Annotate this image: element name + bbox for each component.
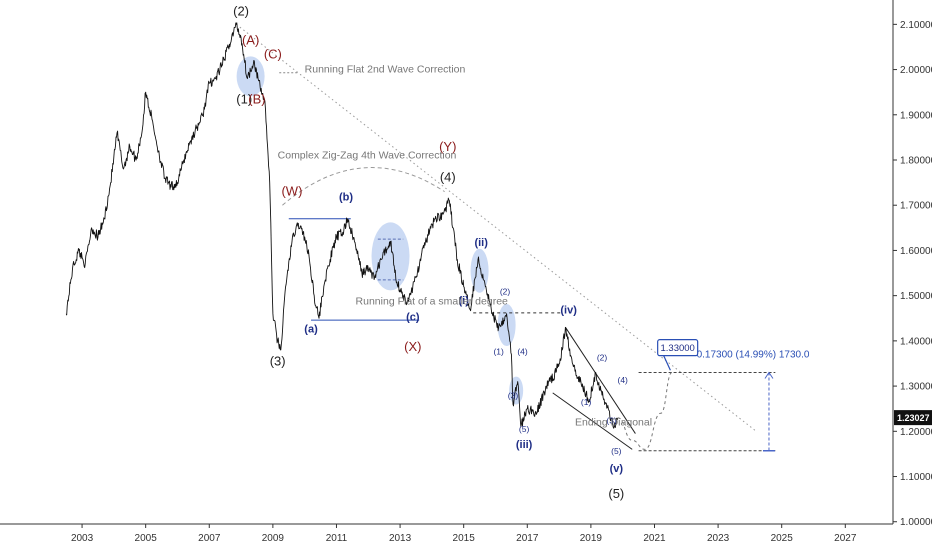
x-tick-label: 2003 — [71, 533, 94, 544]
wave-label: (b) — [339, 192, 353, 204]
wave-label: (2) — [597, 352, 608, 362]
y-tick-label: 2.10000 — [900, 20, 932, 31]
wave-label: (2) — [500, 287, 511, 297]
last-price-label: 1.23027 — [897, 413, 930, 423]
wave-label: (i) — [458, 295, 469, 307]
y-tick-label: 1.40000 — [900, 336, 932, 347]
y-tick-label: 1.20000 — [900, 427, 932, 438]
y-tick-label: 1.50000 — [900, 291, 932, 302]
wave-label: (1) — [493, 346, 504, 356]
wave-label: (Y) — [439, 139, 456, 154]
wave-label: (X) — [404, 339, 421, 354]
x-tick-label: 2007 — [198, 533, 221, 544]
x-tick-label: 2027 — [834, 533, 857, 544]
x-tick-label: 2023 — [707, 533, 730, 544]
y-tick-label: 2.00000 — [900, 65, 932, 76]
wave-label: (c) — [406, 312, 420, 324]
wave-label: (a) — [304, 324, 318, 336]
annotation-note: Ending Diagonal — [575, 416, 652, 428]
diagonal-lower-line — [552, 392, 633, 450]
lines-layer — [65, 22, 673, 450]
price-series-line-0 — [65, 22, 619, 429]
wave-label: (ii) — [474, 237, 488, 249]
target-measure-arrowhead — [764, 371, 774, 379]
y-tick-label: 1.30000 — [900, 382, 932, 393]
wave-label: (C) — [264, 46, 282, 61]
decor-layer — [235, 23, 776, 452]
resistance-trendline — [235, 23, 757, 432]
wave-label: (1) — [236, 91, 252, 106]
wave-label: (5) — [519, 424, 530, 434]
wave-label: (3) — [508, 390, 519, 400]
wave-label: (4) — [440, 170, 456, 185]
x-tick-label: 2019 — [580, 533, 603, 544]
target-price-box — [657, 339, 699, 357]
target-measure-label: 0.17300 (14.99%) 1730.0 — [697, 350, 810, 361]
y-tick-label: 1.90000 — [900, 110, 932, 121]
x-tick-label: 2009 — [262, 533, 285, 544]
highlight-circle — [497, 304, 516, 347]
x-tick-label: 2021 — [643, 533, 666, 544]
y-tick-label: 1.70000 — [900, 201, 932, 212]
highlight-circle — [470, 248, 489, 293]
wave-label: (v) — [610, 463, 624, 475]
wave-label: (4) — [617, 375, 628, 385]
wave-label: (3) — [270, 354, 286, 369]
wave-label: (5) — [608, 486, 624, 501]
diagonal-upper-line — [565, 327, 636, 434]
annotation-note: Running Flat of a smaller degree — [356, 296, 508, 308]
target-price-pointer — [663, 355, 671, 371]
annotation-note: Complex Zig-Zag 4th Wave Correction — [278, 150, 457, 162]
y-tick-label: 1.80000 — [900, 156, 932, 167]
x-tick-label: 2025 — [771, 533, 794, 544]
wave-label: (iii) — [516, 439, 533, 451]
annotation-note: Running Flat 2nd Wave Correction — [305, 64, 466, 76]
wave-label: (5) — [611, 446, 622, 456]
wave-label: (1) — [581, 397, 592, 407]
x-tick-label: 2013 — [389, 533, 412, 544]
wave-label: (B) — [248, 91, 265, 106]
wave-label: (2) — [233, 3, 249, 18]
y-tick-label: 1.60000 — [900, 246, 932, 257]
x-tick-label: 2015 — [453, 533, 476, 544]
text-layer: 0.17300 (14.99%) 1730.01.33000 (2) (A) (C) (… — [233, 3, 810, 501]
y-tick-label: 1.00000 — [900, 517, 932, 528]
target-price-label: 1.33000 — [660, 343, 694, 354]
x-tick-label: 2011 — [326, 533, 348, 544]
x-tick-label: 2005 — [135, 533, 158, 544]
wave-label: (4) — [517, 346, 528, 356]
last-price-badge — [894, 410, 932, 426]
highlight-circle — [236, 56, 265, 97]
projected-path — [617, 372, 673, 450]
correction-arc — [282, 167, 445, 206]
wave-label: (A) — [242, 33, 259, 48]
wave-label: (W) — [281, 183, 302, 198]
wave-label: (3) — [606, 416, 617, 426]
x-tick-label: 2017 — [516, 533, 539, 544]
wave-label: (iv) — [560, 305, 577, 317]
y-tick-label: 1.10000 — [900, 472, 932, 483]
